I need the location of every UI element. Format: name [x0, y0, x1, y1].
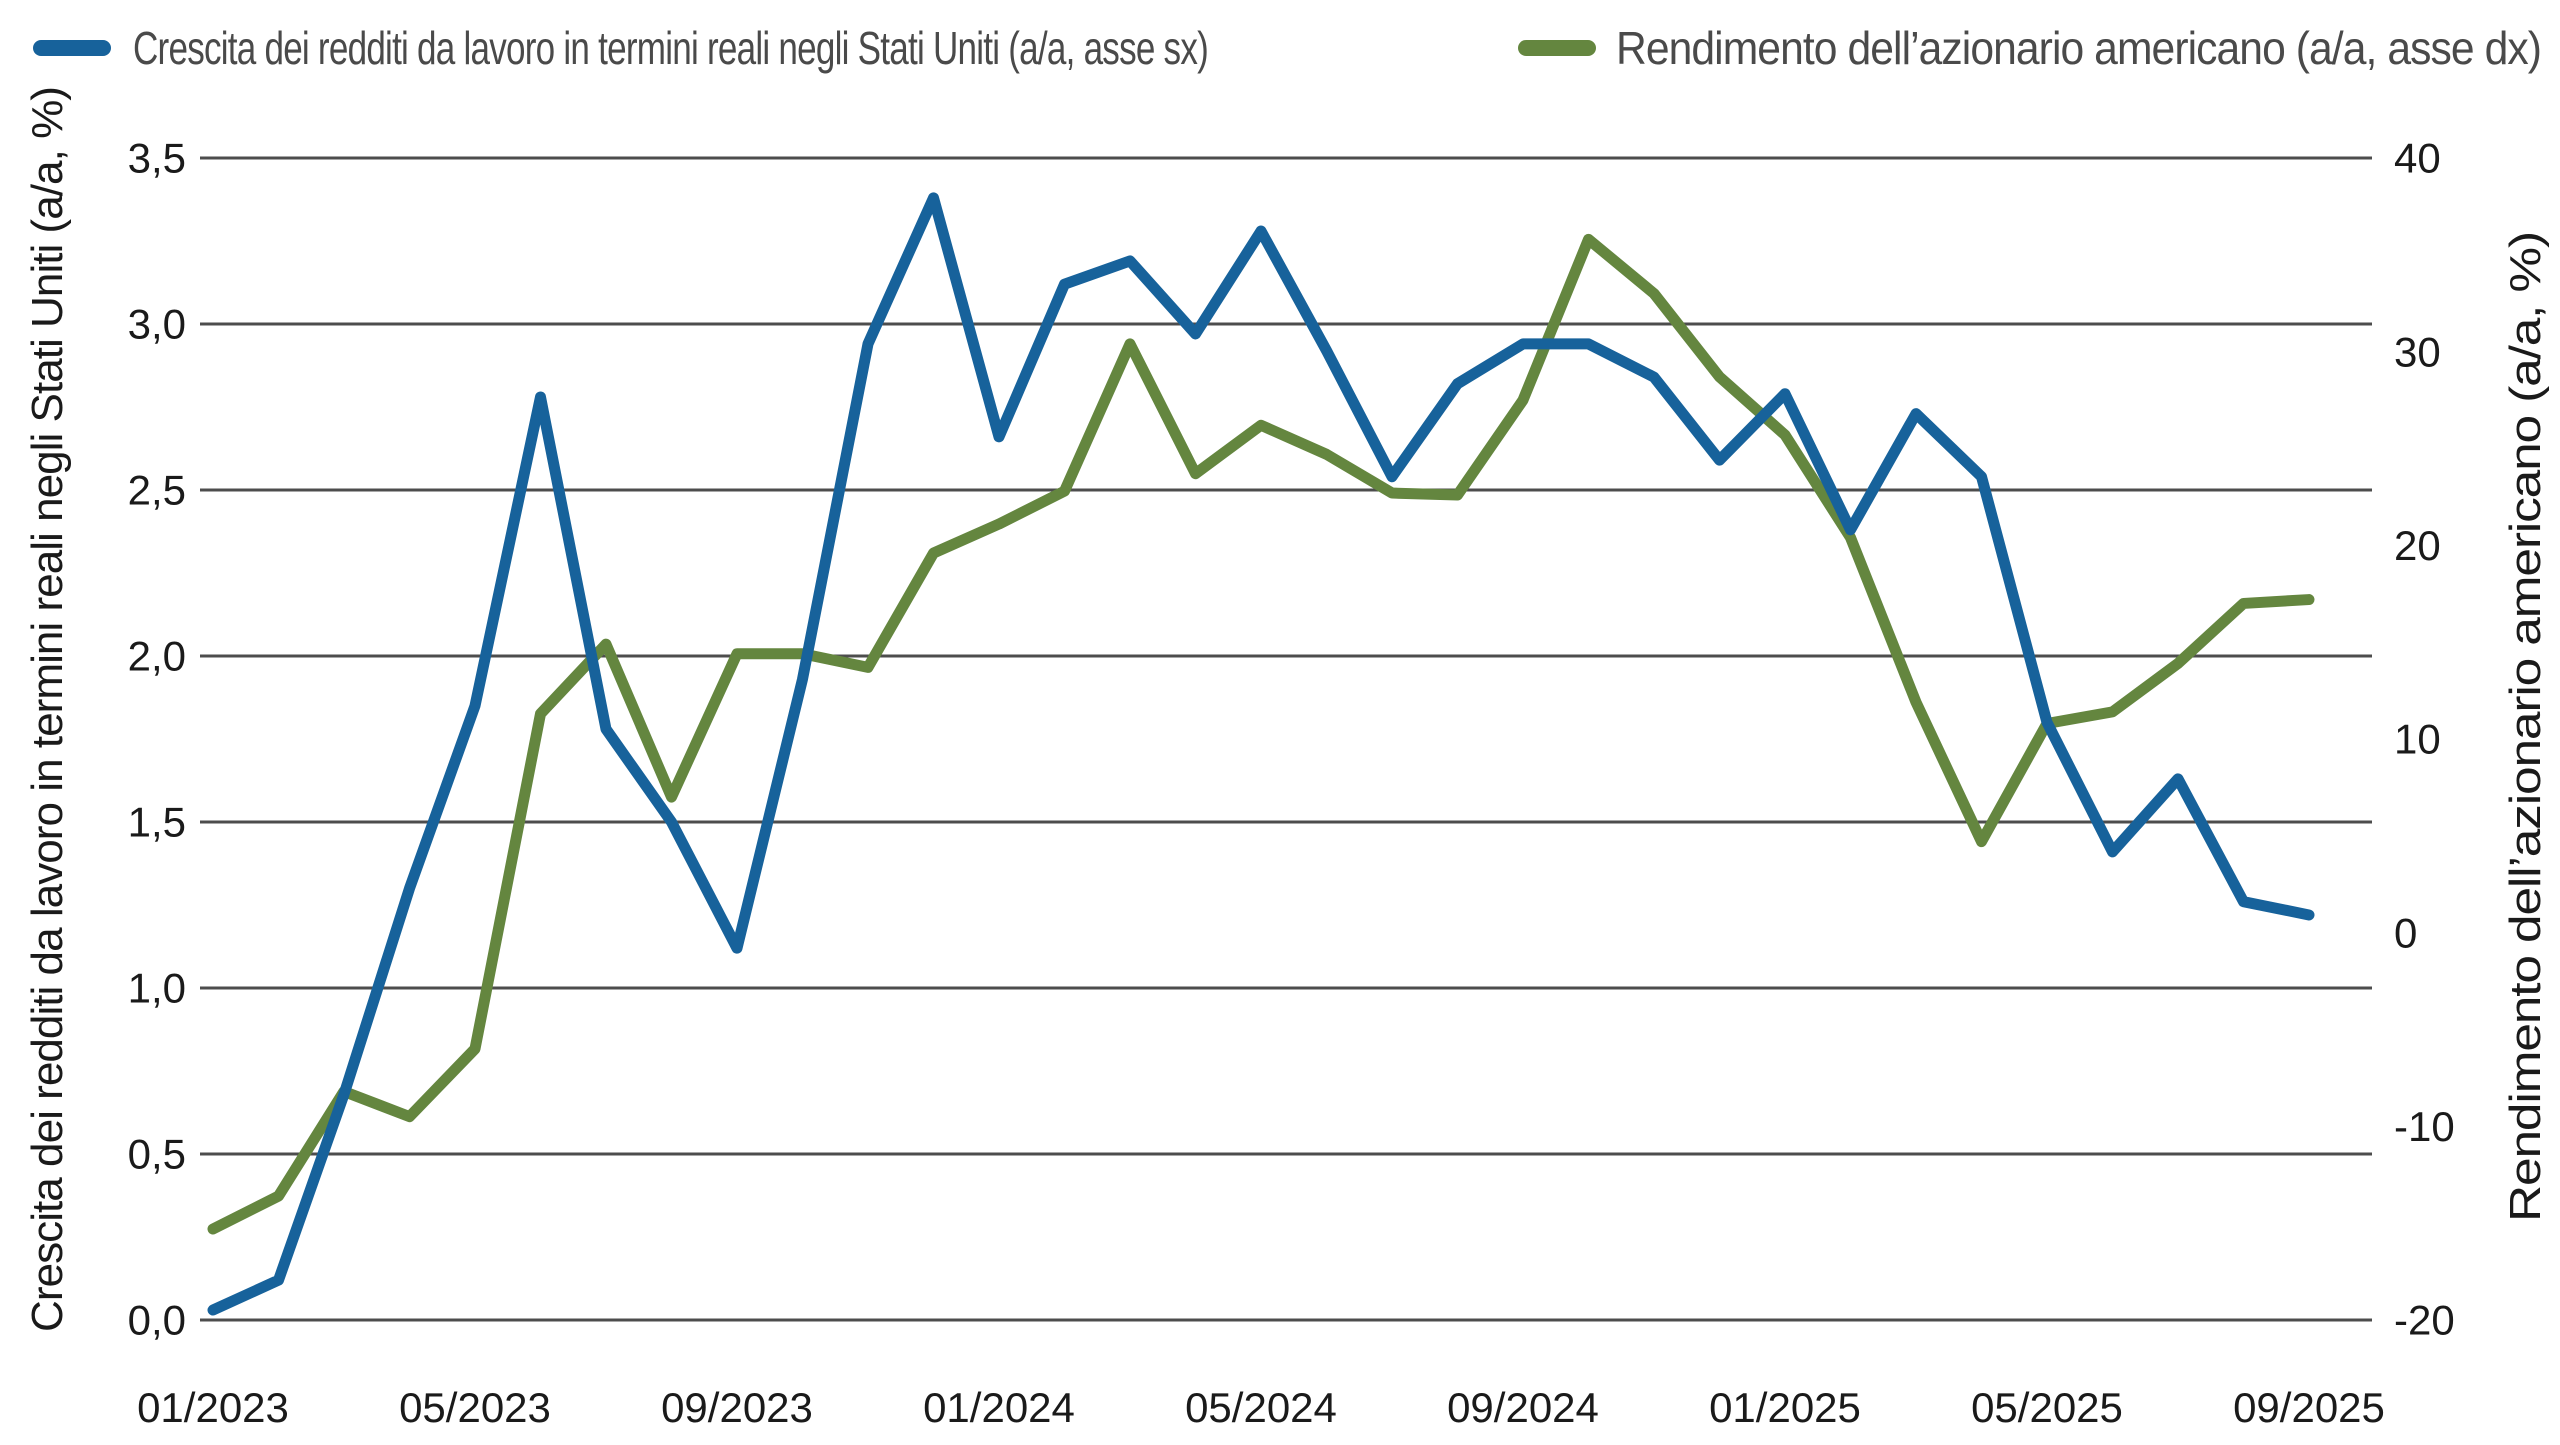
left-axis-tick-label: 3,5	[128, 135, 186, 182]
x-axis-tick-label: 05/2025	[1971, 1384, 2123, 1431]
x-axis-tick-label: 09/2025	[2233, 1384, 2385, 1431]
x-axis-tick-label: 01/2023	[137, 1384, 289, 1431]
left-axis-title: Crescita dei redditi da lavoro in termin…	[23, 87, 72, 1332]
left-axis-tick-label: 3,0	[128, 301, 186, 348]
right-axis-tick-label: 40	[2394, 135, 2441, 182]
x-axis-tick-label: 09/2023	[661, 1384, 813, 1431]
right-axis-title: Rendimento dell’azionario americano (a/a…	[2501, 232, 2550, 1222]
legend-swatch-labor-income-icon	[33, 40, 111, 56]
right-axis-tick-label: 30	[2394, 328, 2441, 375]
x-axis-tick-label: 05/2024	[1185, 1384, 1337, 1431]
left-axis-tick-label: 0,0	[128, 1297, 186, 1344]
x-axis-tick-label: 01/2025	[1709, 1384, 1861, 1431]
legend-label-equity-return: Rendimento dell’azionario americano (a/a…	[1616, 22, 2541, 74]
left-axis-tick-label: 2,5	[128, 467, 186, 514]
right-axis-tick-label: 10	[2394, 716, 2441, 763]
legend-label-labor-income: Crescita dei redditi da lavoro in termin…	[133, 22, 1208, 74]
legend-swatch-equity-return-icon	[1518, 40, 1596, 56]
left-axis-tick-label: 0,5	[128, 1131, 186, 1178]
x-axis-tick-label: 05/2023	[399, 1384, 551, 1431]
right-axis-tick-label: -10	[2394, 1103, 2455, 1150]
right-axis-tick-label: -20	[2394, 1297, 2455, 1344]
left-axis-tick-label: 2,0	[128, 633, 186, 680]
right-axis-tick-label: 0	[2394, 909, 2417, 956]
x-axis-tick-label: 01/2024	[923, 1384, 1075, 1431]
labor-income-growth-line	[207, 192, 2315, 1316]
us-equity-return-line	[207, 233, 2315, 1235]
x-axis-tick-label: 09/2024	[1447, 1384, 1599, 1431]
legend: Crescita dei redditi da lavoro in termin…	[33, 22, 2542, 74]
plot-area: 0,00,51,01,52,02,53,03,5 403020100-10-200…	[128, 135, 2455, 1431]
left-axis-tick-label: 1,5	[128, 799, 186, 846]
left-axis-tick-label: 1,0	[128, 965, 186, 1012]
right-axis-tick-label: 20	[2394, 522, 2441, 569]
